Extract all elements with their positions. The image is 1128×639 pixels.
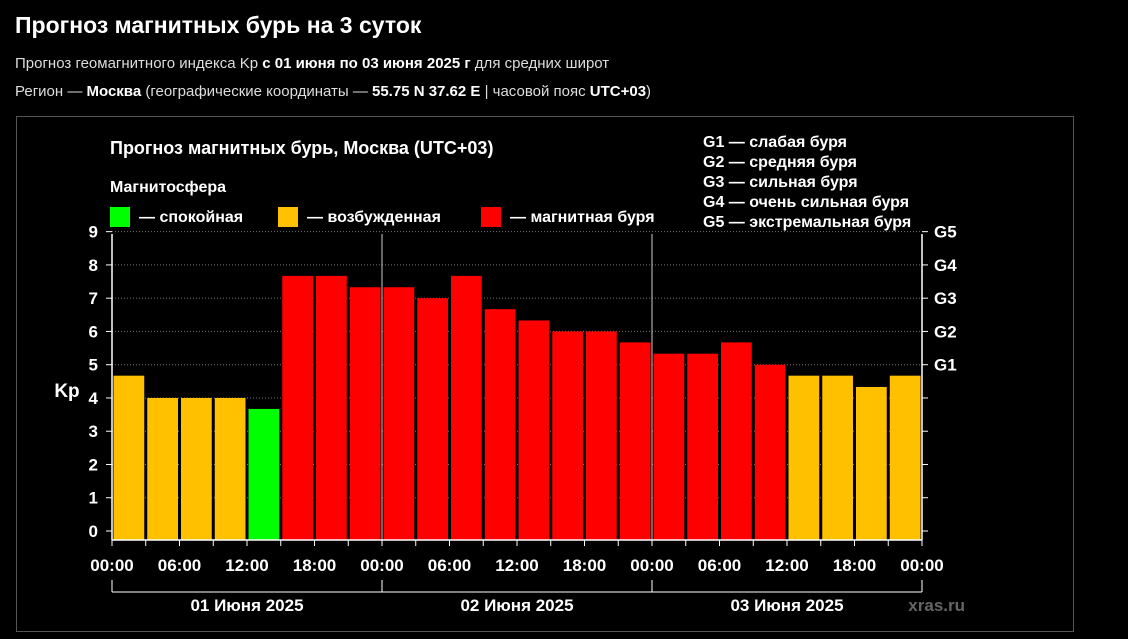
storm-scale-g1: G1 — слабая буря [703,134,847,151]
kp-bar [889,375,921,540]
legend-label-storm: — магнитная буря [510,209,655,226]
legend-title: Магнитосфера [110,179,226,196]
y-axis-label: Kp [54,381,79,402]
kp-bar [687,353,718,540]
kp-bar [214,397,246,540]
y-tick-label: 0 [89,522,98,541]
x-tick-label: 06:00 [698,556,741,575]
day-label: 03 Июня 2025 [730,596,843,615]
x-tick-label: 06:00 [158,556,201,575]
page-title: Прогноз магнитных бурь на 3 суток [15,12,422,38]
kp-bar [822,375,853,540]
region-timezone: UTC+03 [589,83,647,100]
kp-bar [113,375,145,540]
kp-bar [383,287,415,540]
storm-scale-g4: G4 — очень сильная буря [703,194,909,211]
x-tick-label: 12:00 [225,556,268,575]
kp-bar [181,397,212,540]
g-scale-label: G4 [934,256,957,275]
legend-swatch-active [278,207,298,227]
y-tick-label: 6 [89,322,98,341]
x-tick-label: 18:00 [833,556,876,575]
kp-bar [856,386,887,540]
period-dates: с 01 июня по 03 июня 2025 г [262,55,471,72]
x-tick-label: 00:00 [900,556,943,575]
kp-bar [451,275,482,540]
legend-label-quiet: — спокойная [139,209,243,226]
legend-swatch-storm [481,207,501,227]
kp-bar [248,408,280,540]
kp-bar [619,342,651,540]
g-scale-label: G5 [934,223,957,242]
legend-swatch-quiet [110,207,130,227]
day-label: 02 Июня 2025 [460,596,573,615]
kp-bar [721,342,752,540]
period-prefix: Прогноз геомагнитного индекса Kp [15,55,263,72]
chart-frame [16,116,1074,632]
kp-bar [552,331,583,540]
g-scale-label: G3 [934,289,957,308]
x-tick-label: 12:00 [765,556,808,575]
day-label: 01 Июня 2025 [190,596,303,615]
kp-bar [788,375,820,540]
kp-bar [518,320,550,540]
region-prefix: Регион — [15,83,87,100]
x-tick-label: 00:00 [630,556,673,575]
kp-bar [417,298,448,540]
storm-scale-g2: G2 — средняя буря [703,154,857,171]
y-tick-label: 9 [89,223,98,242]
region-mid: (географические координаты — [141,83,372,100]
region-line: Регион — Москва (географические координа… [15,83,651,100]
kp-bar [147,397,178,540]
kp-bar [754,364,786,540]
x-tick-label: 06:00 [428,556,471,575]
x-tick-label: 18:00 [563,556,606,575]
x-tick-label: 18:00 [293,556,336,575]
x-tick-label: 00:00 [360,556,403,575]
y-tick-label: 2 [89,455,98,474]
forecast-period-line: Прогноз геомагнитного индекса Kp с 01 ию… [15,55,609,72]
region-mid2: | часовой пояс [480,83,590,100]
y-tick-label: 4 [89,389,99,408]
kp-bar [484,309,516,540]
region-suffix: ) [646,83,652,100]
watermark: xras.ru [908,596,965,615]
kp-bar [653,353,685,540]
x-tick-label: 00:00 [90,556,133,575]
kp-bar [349,287,381,540]
y-tick-label: 3 [89,422,98,441]
chart-title: Прогноз магнитных бурь, Москва (UTC+03) [110,138,493,158]
y-tick-label: 8 [89,256,98,275]
kp-bar [586,331,617,540]
g-scale-label: G1 [934,356,957,375]
legend-label-active: — возбужденная [307,209,441,226]
kp-bar [282,275,313,540]
period-suffix: для средних широт [470,55,610,72]
x-tick-label: 12:00 [495,556,538,575]
region-name: Москва [86,83,142,100]
kp-bar [316,275,347,540]
y-tick-label: 5 [89,356,98,375]
y-tick-label: 7 [89,289,98,308]
region-coords: 55.75 N 37.62 E [372,83,481,100]
storm-scale-g5: G5 — экстремальная буря [703,214,911,231]
storm-scale-g3: G3 — сильная буря [703,174,858,191]
y-tick-label: 1 [89,489,98,508]
g-scale-label: G2 [934,322,957,341]
